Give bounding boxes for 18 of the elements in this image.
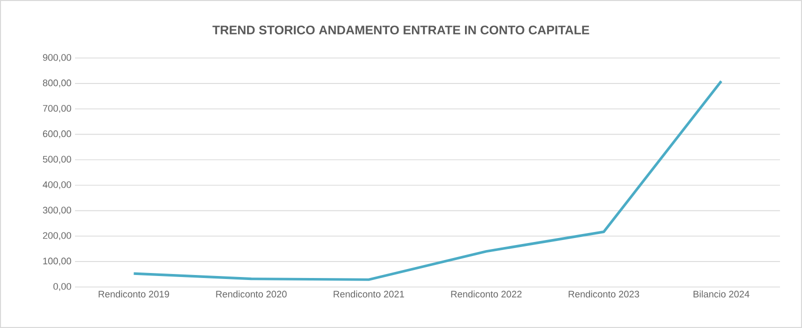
- x-tick-label: Rendiconto 2019: [98, 290, 170, 298]
- x-tick-label: Rendiconto 2023: [568, 290, 640, 298]
- x-tick-label: Rendiconto 2022: [451, 290, 522, 298]
- x-tick-label: Rendiconto 2021: [334, 290, 404, 298]
- y-tick-label: 300,00: [42, 206, 72, 215]
- y-tick-label: 700,00: [43, 104, 72, 113]
- x-tick-label: Bilancio 2024: [694, 290, 750, 298]
- y-tick-label: 900,00: [42, 54, 72, 62]
- chart-title: TREND STORICO ANDAMENTO ENTRATE IN CONTO CAPITALE: [212, 26, 590, 34]
- y-tick-label: 600,00: [43, 130, 72, 138]
- y-tick-label: 100,00: [43, 258, 72, 266]
- y-tick-label: 200,00: [43, 232, 72, 240]
- y-tick-label: 400,00: [42, 181, 72, 190]
- y-tick-label: 0,00: [53, 283, 72, 291]
- y-tick-label: 800,00: [42, 80, 72, 88]
- x-tick-label: Rendiconto 2020: [216, 290, 287, 298]
- y-tick-label: 500,00: [42, 156, 72, 164]
- line-series: [132, 80, 723, 281]
